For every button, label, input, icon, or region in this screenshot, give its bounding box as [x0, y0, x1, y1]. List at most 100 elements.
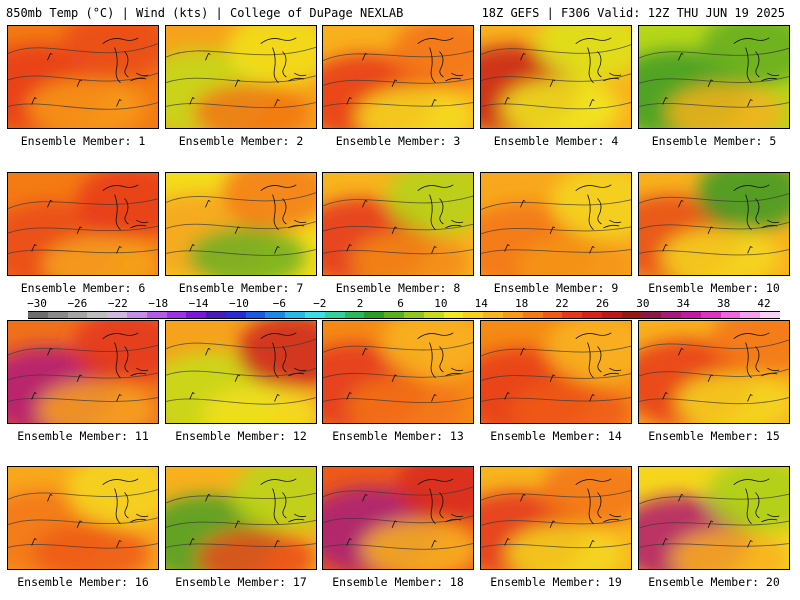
height-contour [166, 46, 316, 58]
temperature-field-map [8, 26, 158, 128]
wind-barb [362, 52, 368, 61]
height-contour [481, 249, 631, 254]
height-contour [323, 397, 473, 403]
colorbar-segment [760, 311, 781, 319]
ensemble-map-panel [638, 25, 790, 129]
colorbar-tick-label: 30 [636, 297, 650, 310]
height-contour [8, 397, 158, 402]
colorbar-tick-label: 26 [595, 297, 610, 310]
height-contour [166, 520, 316, 528]
temperature-field-map [639, 321, 789, 423]
height-contour [481, 199, 631, 211]
height-contour [8, 489, 158, 500]
temperature-field-map [166, 26, 316, 128]
wind-barb [589, 246, 595, 254]
wind-barb [391, 226, 398, 234]
wind-barb [589, 540, 595, 548]
temperature-blob [386, 173, 473, 235]
great-lakes-outline [575, 478, 622, 525]
ensemble-member-label: Ensemble Member: 3 [335, 134, 461, 148]
height-contour [481, 490, 631, 501]
height-contour [8, 372, 158, 381]
great-lakes-outline [733, 332, 780, 379]
wind-barb [346, 538, 352, 546]
temperature-blob [661, 227, 781, 275]
wind-barb [205, 347, 211, 356]
wind-barb [362, 199, 368, 208]
wind-barb [391, 374, 398, 382]
wind-barb [31, 392, 37, 400]
wind-barb [431, 99, 437, 107]
great-lakes-outline [575, 332, 622, 379]
colorbar-tick-label: −6 [272, 297, 286, 310]
great-lakes-outline [417, 332, 464, 379]
wind-barb [747, 246, 753, 254]
wind-barb [274, 540, 280, 548]
height-contour [639, 397, 789, 405]
ensemble-map-panel [165, 320, 317, 424]
colorbar-tick-label: 18 [515, 297, 529, 310]
wind-barb [274, 394, 280, 402]
wind-barb [189, 538, 195, 546]
height-contour [323, 370, 473, 379]
height-contour [481, 397, 631, 402]
ensemble-map-panel [7, 25, 159, 129]
great-lakes-outline [102, 184, 149, 231]
colorbar-segment [87, 311, 108, 319]
temperature-field-map [8, 321, 158, 423]
temperature-blob [192, 82, 312, 128]
wind-barb [76, 79, 83, 87]
ensemble-member-label: Ensemble Member: 15 [648, 429, 780, 443]
temperature-blob [361, 519, 473, 569]
temperature-field-map [639, 467, 789, 569]
temperature-colorbar [28, 311, 781, 319]
wind-barb [520, 347, 526, 356]
colorbar-tick-label: −30 [27, 297, 47, 310]
wind-barb [549, 520, 556, 528]
temperature-field-map [481, 173, 631, 275]
ensemble-map-panel [480, 466, 632, 570]
temperature-blob [32, 523, 152, 569]
wind-barb [116, 394, 122, 402]
wind-barb [662, 538, 668, 546]
temperature-blob [356, 87, 473, 128]
ensemble-map-panel [322, 25, 474, 129]
great-lakes-outline [417, 478, 464, 525]
colorbar-segment [305, 311, 326, 319]
wind-barb [234, 374, 241, 382]
wind-barb [678, 493, 684, 502]
wind-barb [189, 97, 195, 105]
colorbar-tick-label: 42 [757, 297, 771, 310]
ensemble-member-label: Ensemble Member: 4 [493, 134, 619, 148]
wind-barb [431, 394, 437, 402]
temperature-blob [27, 77, 147, 128]
height-contour [639, 47, 789, 59]
header-valid-time: 18Z GEFS | F306 Valid: 12Z THU JUN 19 20… [481, 6, 785, 20]
ensemble-member-label: Ensemble Member: 1 [20, 134, 146, 148]
temperature-blob [706, 467, 789, 533]
temperature-field-map [481, 467, 631, 569]
height-contour [166, 75, 316, 84]
height-contour [481, 345, 631, 357]
ensemble-map-panel [322, 172, 474, 276]
ensemble-map-panel [7, 466, 159, 570]
wind-barb [47, 199, 53, 208]
wind-barb [116, 99, 122, 107]
ensemble-map-panel [165, 172, 317, 276]
height-contour [481, 102, 631, 110]
height-contour [323, 515, 473, 524]
height-contour [481, 543, 631, 549]
wind-barb [234, 520, 241, 528]
ensemble-map-panel [7, 172, 159, 276]
colorbar-segment [621, 311, 642, 319]
great-lakes-outline [417, 37, 464, 84]
temperature-blob [671, 529, 789, 569]
temperature-field-map [639, 173, 789, 275]
colorbar-segment [700, 311, 722, 319]
ensemble-member-label: Ensemble Member: 20 [648, 575, 780, 589]
wind-barb [504, 538, 510, 546]
temperature-blob [676, 372, 789, 423]
temperature-blob [77, 173, 158, 239]
ensemble-map-panel [638, 172, 790, 276]
temperature-blob [237, 321, 316, 389]
